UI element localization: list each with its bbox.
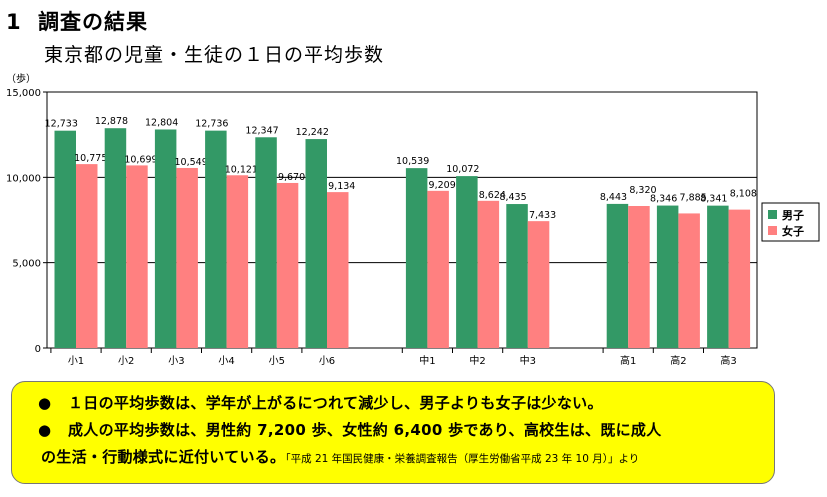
chart-title: 東京都の児童・生徒の１日の平均歩数 (44, 44, 385, 66)
data-label: 9,670 (278, 172, 305, 183)
section-number: 1 (6, 10, 22, 34)
step-count-bar-chart: （歩） 0 5,000 10,000 15,000 12,733 10,775 小1 12,87… (6, 72, 820, 367)
x-tick-label: 小1 (68, 355, 84, 367)
data-label: 10,699 (124, 154, 157, 165)
data-label: 10,775 (74, 153, 107, 164)
bar-female (527, 221, 550, 348)
data-label: 12,736 (195, 119, 228, 130)
bar-male (305, 139, 327, 348)
x-tick-label: 高3 (720, 354, 736, 367)
data-label: 9,209 (429, 180, 456, 191)
bullet-icon: ● (38, 421, 52, 439)
bar-female (628, 206, 650, 348)
summary-note-2-continued: の生活・行動様式に近付いている。「平成 21 年国民健康・栄養調査報告（厚生労働… (38, 444, 774, 473)
plot-area (46, 91, 758, 349)
data-label: 10,072 (446, 164, 479, 175)
section-title: 調査の結果 (38, 10, 148, 34)
legend-label: 男子 (782, 209, 804, 222)
note-text-3: の生活・行動様式に近付いている。 (41, 448, 286, 466)
x-tick-label: 小6 (319, 355, 335, 367)
x-tick-label: 中2 (469, 354, 485, 367)
bar-male (456, 176, 478, 348)
bar-male (154, 129, 177, 348)
bar-female (226, 175, 249, 348)
data-label: 12,347 (245, 125, 278, 136)
data-label: 12,878 (95, 116, 128, 127)
note-text-1: １日の平均歩数は、学年が上がるにつれて減少し、男子よりも女子は少ない。 (68, 394, 603, 412)
data-label: 8,435 (499, 192, 526, 203)
x-tick-label: 小3 (168, 355, 184, 367)
data-label: 8,341 (700, 194, 727, 205)
section-heading: 1 調査の結果 (6, 6, 148, 36)
summary-note-1: ● １日の平均歩数は、学年が上がるにつれて減少し、男子よりも女子は少ない。 (38, 390, 774, 417)
bar-female (76, 164, 98, 348)
bar-male (54, 130, 76, 348)
data-label: 8,108 (730, 189, 757, 200)
bar-female (276, 182, 299, 348)
summary-note-2: ● 成人の平均歩数は、男性約 7,200 歩、女性約 6,400 歩であり、高校生… (38, 417, 774, 444)
data-label: 12,242 (296, 127, 329, 138)
bar-female (176, 167, 198, 348)
x-tick-label: 高1 (620, 354, 636, 367)
bar-female (477, 200, 500, 348)
bar-male (707, 205, 729, 348)
x-tick-label: 小2 (118, 355, 134, 367)
bar-male (656, 205, 679, 348)
bar-female (126, 165, 148, 348)
x-tick-label: 中1 (419, 354, 435, 367)
bar-male (606, 203, 629, 348)
data-label: 7,433 (529, 210, 556, 221)
legend-swatch-female (768, 226, 777, 235)
x-tick-label: 小4 (218, 355, 234, 367)
data-label: 9,134 (328, 181, 355, 192)
y-axis-label: （歩） (6, 72, 36, 85)
data-label: 10,121 (225, 164, 258, 175)
y-tick-label: 10,000 (6, 173, 41, 184)
bar-male (506, 204, 528, 348)
bar-female (678, 213, 700, 348)
x-tick-label: 小5 (269, 355, 285, 367)
data-label: 8,624 (479, 190, 506, 201)
bar-female (728, 209, 751, 348)
y-tick-label: 0 (35, 344, 41, 355)
bar-male (405, 168, 428, 348)
note-text-2: 成人の平均歩数は、男性約 7,200 歩、女性約 6,400 歩であり、高校生は… (68, 421, 662, 439)
summary-note-box: ● １日の平均歩数は、学年が上がるにつれて減少し、男子よりも女子は少ない。 ● 成人… (11, 381, 775, 484)
data-label: 12,804 (145, 117, 178, 128)
bullet-icon: ● (38, 394, 52, 412)
data-label: 8,443 (600, 192, 627, 203)
data-label: 12,733 (45, 119, 78, 130)
y-tick-label: 15,000 (6, 88, 41, 99)
data-label: 8,320 (629, 185, 656, 196)
data-label: 7,885 (680, 192, 707, 203)
bar-male (104, 128, 127, 348)
source-citation: 「平成 21 年国民健康・栄養調査報告（厚生労働省平成 23 年 10 月）」よ… (285, 453, 640, 465)
x-tick-label: 中3 (520, 354, 536, 367)
bar-female (327, 192, 349, 348)
legend-label: 女子 (782, 224, 804, 238)
bar-male (205, 130, 227, 348)
data-label: 10,539 (396, 156, 429, 167)
x-tick-label: 高2 (670, 354, 686, 367)
data-label: 10,549 (175, 157, 208, 168)
bar-male (255, 137, 277, 348)
bar-female (427, 190, 449, 348)
data-label: 8,346 (650, 194, 677, 205)
y-tick-label: 5,000 (12, 259, 41, 270)
legend-swatch-male (768, 210, 777, 219)
